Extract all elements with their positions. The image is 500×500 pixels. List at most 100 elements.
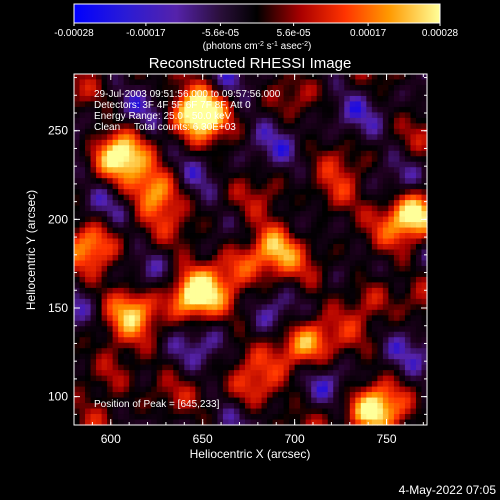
heatmap-cell xyxy=(178,348,185,355)
heatmap-cell xyxy=(256,178,263,185)
heatmap-cell xyxy=(333,276,340,283)
heatmap-cell xyxy=(305,298,312,305)
heatmap-cell xyxy=(118,403,125,410)
heatmap-cell xyxy=(421,95,428,103)
heatmap-cell xyxy=(349,216,356,223)
heatmap-cell xyxy=(404,117,412,124)
heatmap-cell xyxy=(272,211,279,218)
heatmap-cell xyxy=(316,90,323,97)
heatmap-cell xyxy=(162,84,169,92)
heatmap-cell xyxy=(382,95,389,103)
heatmap-cell xyxy=(228,309,235,316)
heatmap-cell xyxy=(217,112,224,119)
heatmap-cell xyxy=(85,161,92,168)
heatmap-cell xyxy=(410,156,417,163)
heatmap-cell xyxy=(228,408,235,415)
heatmap-cell xyxy=(333,150,340,157)
heatmap-cell xyxy=(156,161,163,168)
heatmap-cell xyxy=(156,342,163,349)
heatmap-cell xyxy=(388,375,395,382)
heatmap-cell xyxy=(79,139,86,146)
heatmap-cell xyxy=(156,293,163,300)
heatmap-cell xyxy=(96,227,103,234)
heatmap-cell xyxy=(167,260,174,267)
heatmap-cell xyxy=(211,419,219,426)
heatmap-cell xyxy=(294,178,301,185)
heatmap-cell xyxy=(377,106,384,113)
y-tick-label: 150 xyxy=(48,301,68,315)
heatmap-cell xyxy=(382,183,389,190)
heatmap-cell xyxy=(162,249,169,256)
heatmap-cell xyxy=(140,123,147,130)
heatmap-cell xyxy=(85,315,92,322)
heatmap-cell xyxy=(360,403,367,410)
heatmap-cell xyxy=(360,331,367,338)
heatmap-cell xyxy=(189,419,196,426)
heatmap-cell xyxy=(393,370,401,377)
heatmap-cell xyxy=(316,112,323,119)
heatmap-cell xyxy=(415,392,423,399)
heatmap-cell xyxy=(151,298,158,305)
heatmap-cell xyxy=(393,260,401,267)
heatmap-cell xyxy=(107,183,114,190)
heatmap-cell xyxy=(90,145,97,152)
heatmap-cell xyxy=(162,189,169,196)
heatmap-cell xyxy=(118,216,125,223)
heatmap-cell xyxy=(278,326,285,333)
heatmap-cell xyxy=(371,194,378,201)
heatmap-cell xyxy=(222,244,230,251)
heatmap-cell xyxy=(289,309,296,316)
heatmap-cell xyxy=(415,326,423,333)
heatmap-cell xyxy=(294,189,301,196)
heatmap-cell xyxy=(74,293,81,300)
heatmap-cell xyxy=(173,139,180,146)
heatmap-cell xyxy=(399,178,406,185)
annotation-line: Clean Total counts: 6.30E+03 xyxy=(94,122,236,133)
heatmap-cell xyxy=(289,112,296,119)
heatmap-cell xyxy=(151,309,158,316)
heatmap-cell xyxy=(300,244,307,251)
heatmap-cell xyxy=(167,271,174,278)
heatmap-cell xyxy=(140,364,147,371)
heatmap-cell xyxy=(410,309,417,316)
heatmap-cell xyxy=(96,189,103,196)
heatmap-cell xyxy=(267,282,274,289)
heatmap-cell xyxy=(200,106,207,113)
heatmap-cell xyxy=(195,293,202,300)
heatmap-cell xyxy=(79,167,86,174)
heatmap-cell xyxy=(289,408,296,415)
heatmap-cell xyxy=(217,233,224,240)
heatmap-cell xyxy=(393,227,401,234)
heatmap-cell xyxy=(272,95,279,103)
heatmap-cell xyxy=(382,172,389,179)
heatmap-cell xyxy=(96,271,103,278)
heatmap-cell xyxy=(195,337,202,344)
heatmap-cell xyxy=(322,150,329,157)
heatmap-cell xyxy=(261,276,268,283)
heatmap-cell xyxy=(289,298,296,305)
heatmap-cell xyxy=(200,249,207,256)
heatmap-cell xyxy=(399,84,406,92)
heatmap-cell xyxy=(404,271,412,278)
heatmap-cell xyxy=(74,211,81,218)
heatmap-cell xyxy=(327,200,334,207)
heatmap-cell xyxy=(267,95,274,103)
heatmap-cell xyxy=(256,353,263,360)
heatmap-cell xyxy=(305,150,312,157)
heatmap-cell xyxy=(311,359,318,366)
heatmap-cell xyxy=(162,271,169,278)
heatmap-cell xyxy=(184,216,191,223)
heatmap-cell xyxy=(349,244,356,251)
heatmap-cell xyxy=(344,298,351,305)
heatmap-cell xyxy=(333,320,340,327)
heatmap-cell xyxy=(211,74,219,81)
heatmap-cell xyxy=(338,254,345,262)
heatmap-cell xyxy=(283,403,290,410)
heatmap-cell xyxy=(278,172,285,179)
heatmap-cell xyxy=(118,117,125,124)
heatmap-cell xyxy=(228,276,235,283)
heatmap-cell xyxy=(393,183,401,190)
heatmap-cell xyxy=(300,276,307,283)
heatmap-cell xyxy=(145,408,152,415)
heatmap-cell xyxy=(300,128,307,135)
